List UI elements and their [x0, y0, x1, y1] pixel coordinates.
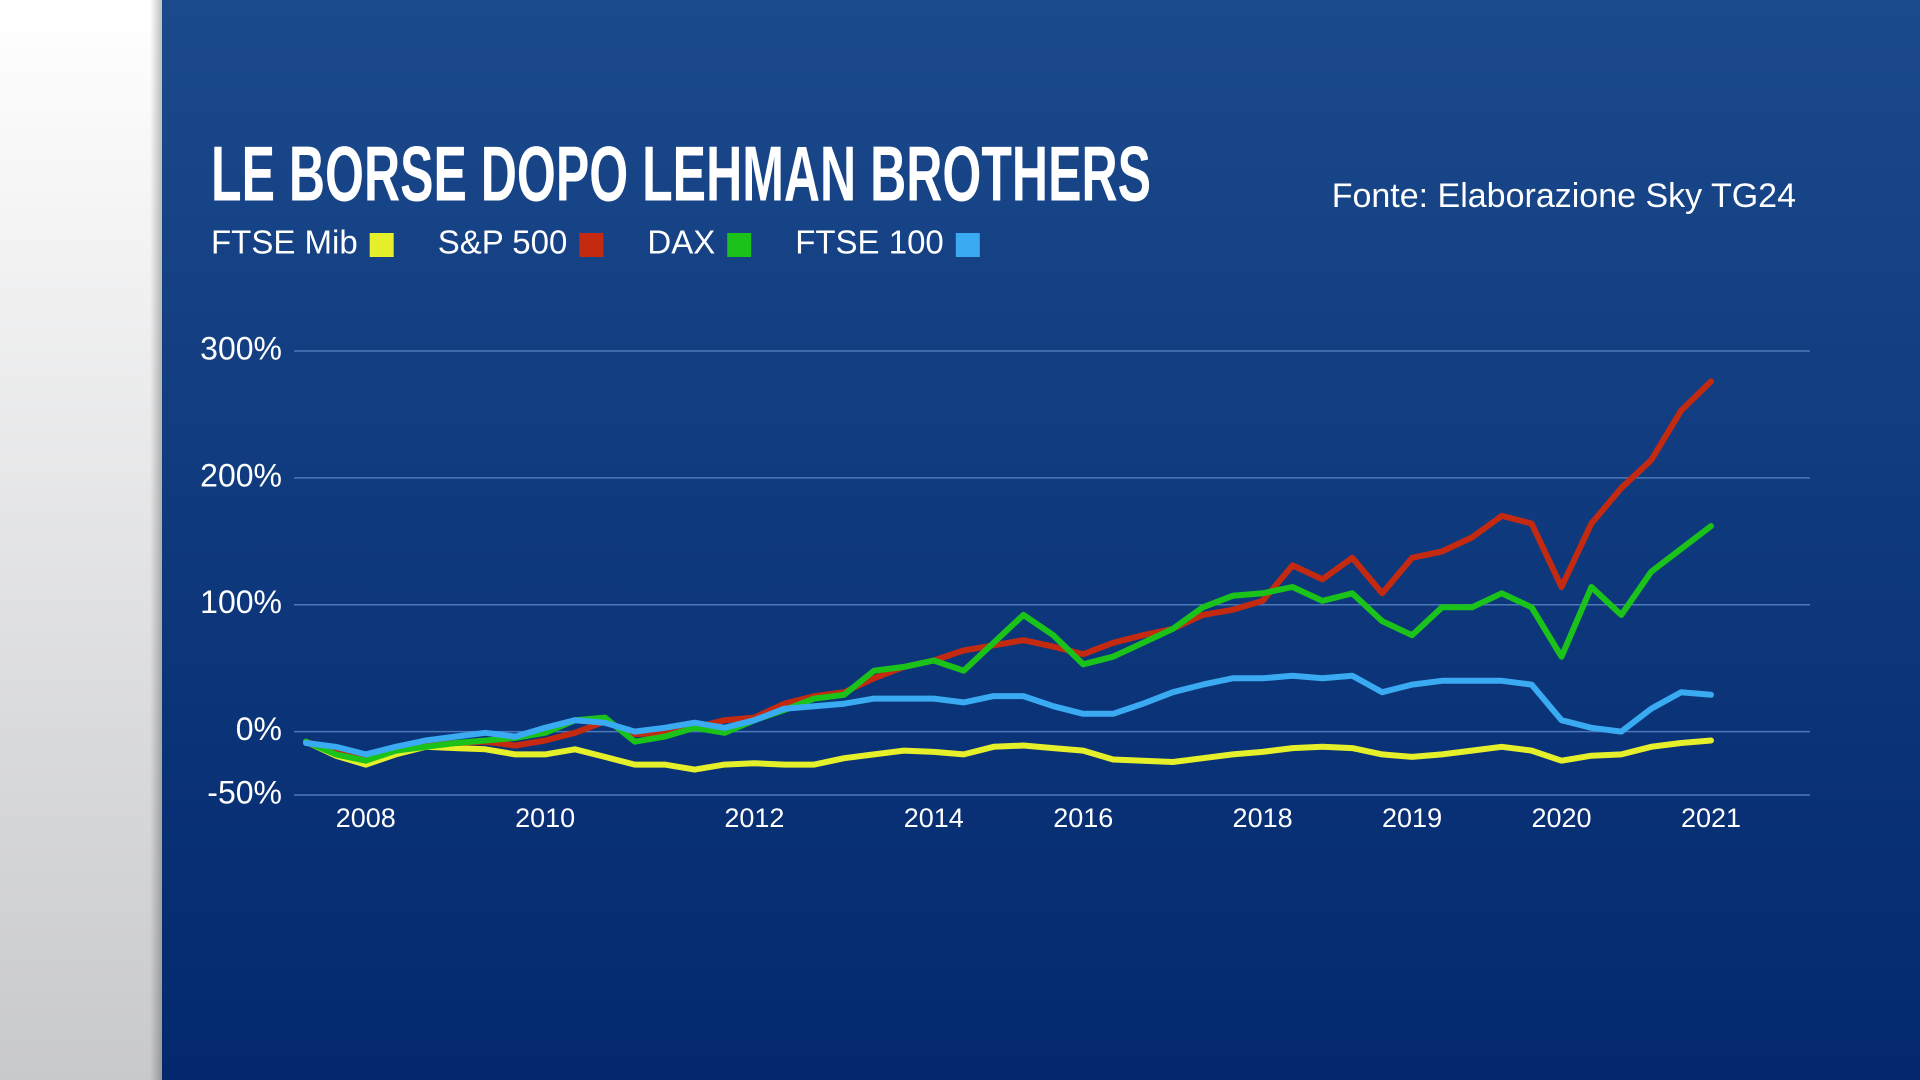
- series-line: [303, 378, 1714, 760]
- x-tick-label: 2019: [1382, 803, 1442, 833]
- series-line: [303, 523, 1714, 764]
- y-tick-label: 300%: [200, 330, 282, 366]
- y-tick-label: 200%: [200, 457, 282, 493]
- y-tick-label: 100%: [200, 584, 282, 620]
- x-tick-label: 2008: [336, 803, 396, 833]
- legend-swatch: [955, 233, 980, 257]
- legend-label: DAX: [647, 224, 715, 261]
- legend-label: FTSE Mib: [211, 224, 358, 261]
- chart-title: LE BORSE DOPO LEHMAN BROTHERS: [211, 130, 1151, 218]
- legend-label: S&P 500: [438, 224, 568, 261]
- x-tick-label: 2012: [724, 803, 784, 833]
- background: [162, 0, 1920, 1080]
- source: Fonte: Elaborazione Sky TG24: [1332, 177, 1796, 215]
- legend-label: FTSE 100: [795, 224, 944, 261]
- side-panel: [0, 0, 162, 1080]
- x-tick-label: 2021: [1681, 803, 1741, 833]
- x-tick-label: 2010: [515, 803, 575, 833]
- x-tick-label: 2016: [1053, 803, 1113, 833]
- legend-swatch: [369, 233, 394, 257]
- series-line: [303, 737, 1714, 773]
- y-tick-label: 0%: [236, 711, 282, 747]
- y-tick-label: -50%: [207, 774, 282, 810]
- series-line: [303, 672, 1714, 758]
- legend-swatch: [579, 233, 604, 257]
- x-tick-label: 2014: [904, 803, 964, 833]
- x-tick-label: 2020: [1531, 803, 1591, 833]
- x-tick-label: 2018: [1233, 803, 1293, 833]
- legend-swatch: [727, 233, 752, 257]
- panel-shadow: [150, 0, 162, 1080]
